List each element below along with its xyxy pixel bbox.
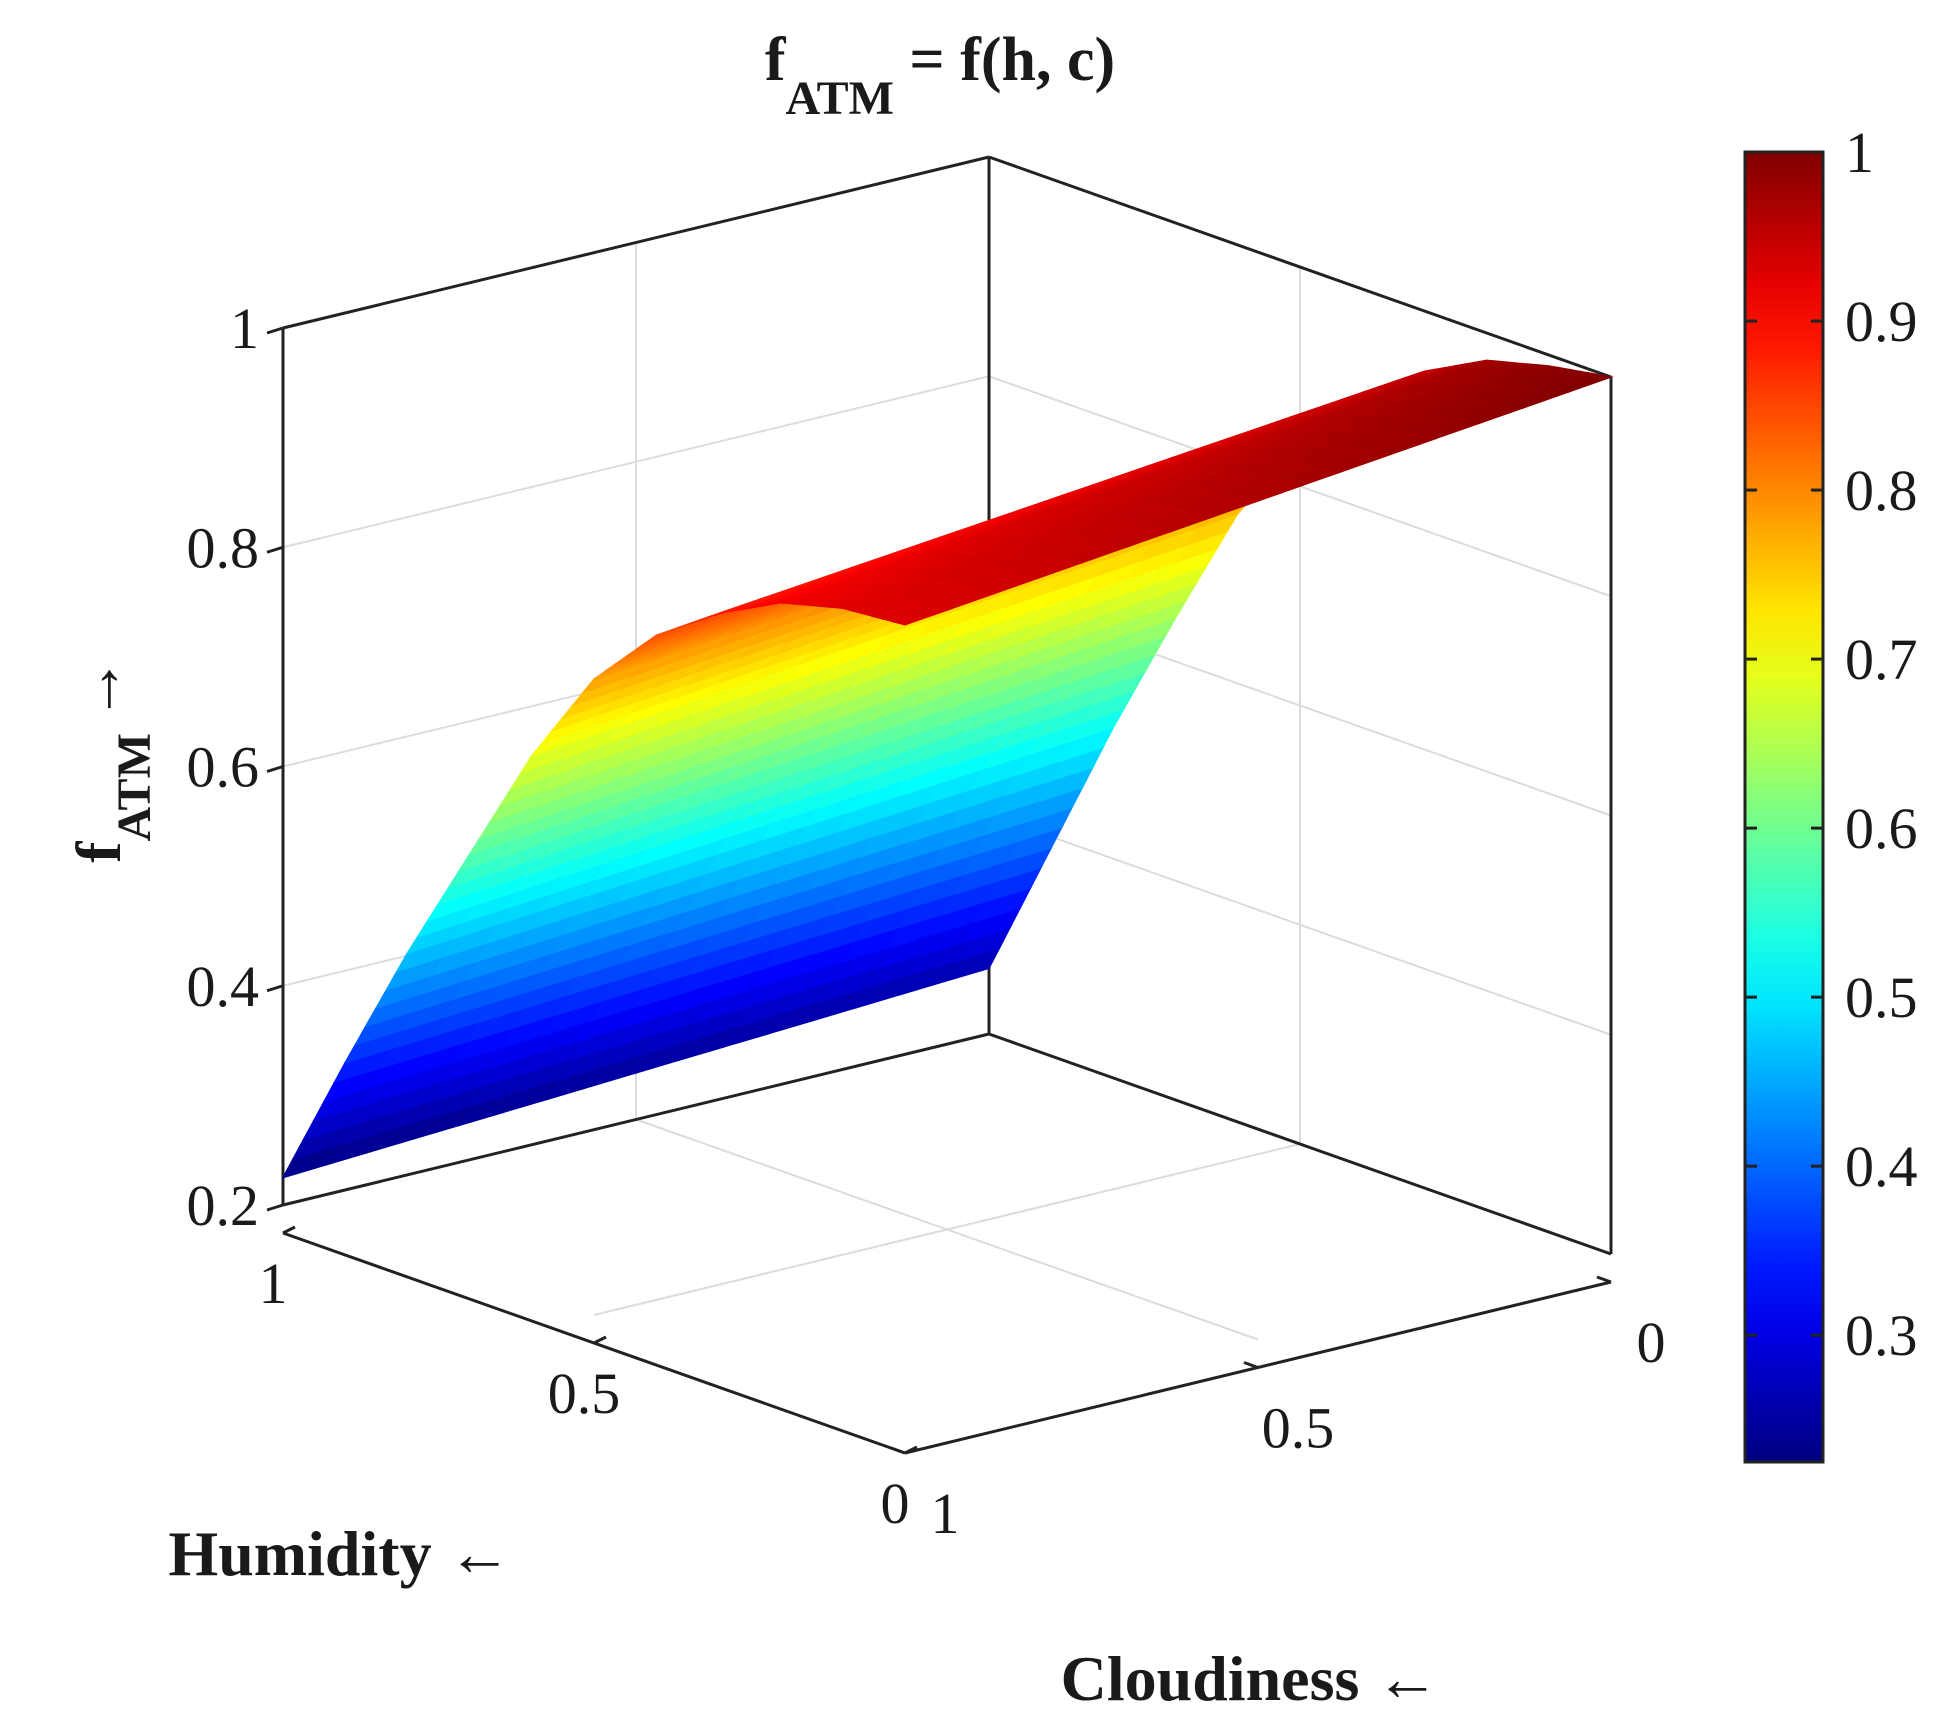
cloudiness-tick-label: 1 <box>931 1481 960 1546</box>
humidity-tick <box>593 1335 607 1345</box>
colorbar-tick-label: 0.8 <box>1845 458 1918 523</box>
humidity-tick <box>282 1225 296 1235</box>
colorbar <box>1743 150 1825 1464</box>
z-tick <box>266 1203 284 1212</box>
box-edge <box>282 155 990 330</box>
humidity-axis-label: Humidity ← <box>168 1518 511 1589</box>
z-tick <box>266 545 284 554</box>
box-edge <box>282 1032 990 1207</box>
z-tick-label: 0.8 <box>187 515 260 580</box>
cloudiness-tick <box>1596 1275 1612 1284</box>
z-axis-label: fATM→ <box>63 657 161 863</box>
humidity-tick-label: 0 <box>881 1471 910 1536</box>
colorbar-tick-label: 0.4 <box>1845 1134 1918 1199</box>
cloudiness-axis-label: Cloudiness ← <box>1061 1643 1440 1714</box>
cloudiness-tick <box>890 1446 906 1455</box>
colorbar-tick-label: 0.6 <box>1845 796 1918 861</box>
grid-line <box>635 1118 1259 1341</box>
colorbar-tick-label: 0.9 <box>1845 289 1918 354</box>
chart-title: fATM = f(h, c) <box>765 26 1115 125</box>
cloudiness-tick <box>1243 1361 1259 1369</box>
box-edge <box>988 1032 1612 1256</box>
humidity-tick <box>904 1445 918 1455</box>
z-tick-label: 1 <box>230 296 259 361</box>
box-edge <box>988 155 1612 379</box>
humidity-tick-label: 0.5 <box>548 1361 621 1426</box>
colorbar-tick-label: 0.3 <box>1845 1303 1918 1368</box>
cloudiness-tick-label: 0.5 <box>1262 1396 1335 1461</box>
z-tick <box>266 765 284 773</box>
humidity-tick-label: 1 <box>259 1251 288 1316</box>
colorbar-tick-label: 1 <box>1845 120 1874 185</box>
z-tick-label: 0.6 <box>187 735 260 800</box>
z-tick <box>266 326 284 335</box>
colorbar-tick-label: 0.5 <box>1845 965 1918 1030</box>
z-tick-label: 0.4 <box>187 954 260 1019</box>
z-tick-label: 0.2 <box>187 1173 260 1238</box>
z-tick <box>266 984 284 993</box>
surface-patch <box>892 605 952 626</box>
cloudiness-tick-label: 0 <box>1637 1310 1666 1375</box>
colorbar-tick-label: 0.7 <box>1845 627 1918 692</box>
